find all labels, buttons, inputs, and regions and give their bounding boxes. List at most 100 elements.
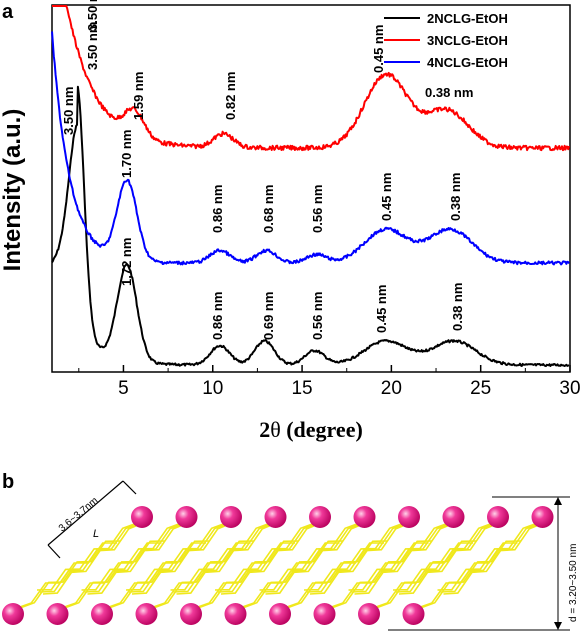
annotation-blue-7: 0.38 nm bbox=[448, 173, 463, 221]
length-bracket-end-left bbox=[47, 544, 61, 559]
alkyl-chain bbox=[42, 522, 144, 595]
annotation-black-5: 0.56 nm bbox=[310, 292, 325, 340]
panel-b-label: b bbox=[2, 471, 14, 493]
alkyl-chain bbox=[303, 522, 405, 591]
annotation-red-2: 1.59 nm bbox=[131, 72, 146, 120]
legend-label-black: 2NCLG-EtOH bbox=[427, 11, 508, 26]
alkyl-chain bbox=[242, 540, 343, 609]
alkyl-chain bbox=[125, 522, 227, 591]
alkyl-chain bbox=[239, 542, 340, 609]
head-groups bbox=[2, 506, 554, 625]
x-tick-label: 10 bbox=[202, 378, 223, 399]
series-line-black bbox=[51, 85, 570, 368]
alkyl-chain bbox=[197, 540, 299, 609]
head-group-sphere bbox=[180, 603, 202, 625]
alkyl-chain bbox=[220, 522, 322, 595]
head-group-sphere bbox=[402, 603, 425, 625]
plot-area: 5 10 15 20 25 30 bbox=[51, 4, 581, 399]
annotation-blue-5: 0.56 nm bbox=[310, 185, 325, 233]
alkyl-chain bbox=[331, 540, 432, 609]
head-group-sphere bbox=[353, 506, 376, 528]
x-tick-label: 15 bbox=[291, 378, 312, 399]
alkyl-chain bbox=[283, 542, 384, 609]
alkyl-chain bbox=[328, 542, 429, 609]
lamellar-schematic: 3.6~3.7nm L d = 3.20~3.50 nm bbox=[2, 480, 579, 631]
x-tick-label: 5 bbox=[118, 378, 129, 399]
alkyl-chain bbox=[64, 540, 165, 609]
alkyl-chain bbox=[36, 522, 138, 591]
annotation-black-7: 0.38 nm bbox=[450, 283, 465, 331]
annotation-blue-6: 0.45 nm bbox=[379, 173, 394, 221]
head-group-sphere bbox=[91, 603, 113, 625]
annotations-blue: 3.50 nm 1.70 nm 0.86 nm 0.68 nm 0.56 nm … bbox=[85, 0, 463, 233]
alkyl-chain bbox=[108, 540, 210, 609]
alkyl-chain bbox=[61, 542, 162, 609]
annotation-blue-2: 1.70 nm bbox=[119, 130, 134, 178]
alkyl-chain bbox=[170, 522, 271, 591]
annotation-black-1: 3.50 nm bbox=[61, 87, 76, 135]
annotation-black-6: 0.45 nm bbox=[374, 285, 389, 333]
alkyl-chain bbox=[398, 522, 500, 595]
x-tick-label: 30 bbox=[559, 378, 580, 399]
head-group-sphere bbox=[220, 506, 242, 528]
head-group-sphere bbox=[313, 603, 336, 625]
alkyl-chain bbox=[265, 522, 366, 595]
head-group-sphere bbox=[2, 603, 24, 625]
legend-label-blue: 4NCLG-EtOH bbox=[427, 55, 508, 70]
d-arrow-top bbox=[554, 497, 562, 505]
head-group-sphere bbox=[487, 506, 509, 528]
alkyl-chain bbox=[176, 522, 277, 595]
legend: 2NCLG-EtOH 3NCLG-EtOH 4NCLG-EtOH bbox=[384, 11, 508, 70]
d-spacing-label: d = 3.20~3.50 nm bbox=[568, 544, 579, 622]
alkyl-chain bbox=[19, 540, 121, 609]
legend-label-red: 3NCLG-EtOH bbox=[427, 33, 508, 48]
head-group-sphere bbox=[264, 506, 287, 528]
alkyl-chain bbox=[87, 522, 188, 595]
x-axis-label-number: 2 bbox=[259, 417, 270, 442]
head-group-sphere bbox=[358, 603, 380, 625]
head-group-sphere bbox=[224, 603, 247, 625]
alkyl-chain bbox=[214, 522, 316, 591]
annotation-black-2: 1.72 nm bbox=[119, 238, 134, 286]
series-line-blue bbox=[51, 31, 570, 266]
alkyl-chain bbox=[16, 542, 117, 609]
annotation-black-3: 0.86 nm bbox=[210, 292, 225, 340]
alkyl-chain bbox=[437, 522, 538, 591]
alkyl-chain bbox=[105, 542, 206, 609]
head-group-sphere bbox=[398, 506, 420, 528]
plot-frame bbox=[51, 4, 571, 373]
alkyl-chain bbox=[354, 522, 455, 595]
x-axis-label-unit: (degree) bbox=[281, 417, 363, 442]
series-line-red bbox=[51, 5, 571, 152]
head-group-sphere bbox=[269, 603, 291, 625]
annotation-red-4: 0.45 nm bbox=[371, 25, 386, 73]
x-tick-label: 25 bbox=[470, 378, 491, 399]
head-group-sphere bbox=[131, 506, 153, 528]
annotation-blue-3: 0.86 nm bbox=[210, 185, 225, 233]
annotation-red-5: 0.38 nm bbox=[425, 85, 473, 100]
head-group-sphere bbox=[442, 506, 465, 528]
series-layer bbox=[51, 5, 571, 368]
length-bracket-line bbox=[47, 480, 124, 546]
panel-a-label: a bbox=[2, 1, 14, 23]
alkyl-chain bbox=[309, 522, 411, 595]
alkyl-chain bbox=[81, 522, 182, 591]
alkyl-chain bbox=[372, 542, 473, 609]
alkyl-chain bbox=[259, 522, 360, 591]
length-bracket-end-right bbox=[122, 480, 137, 495]
annotation-red-1: 3.50 nm bbox=[85, 22, 100, 70]
d-arrow-bottom bbox=[554, 622, 562, 630]
alkyl-chain bbox=[392, 522, 494, 591]
annotation-black-4: 0.69 nm bbox=[261, 292, 276, 340]
alkyl-chain bbox=[153, 540, 254, 609]
x-axis-label-theta: θ bbox=[270, 417, 281, 442]
length-symbol: L bbox=[93, 528, 99, 540]
x-axis-label: 2θ (degree) bbox=[259, 417, 363, 442]
annotation-red-3: 0.82 nm bbox=[223, 72, 238, 120]
alkyl-chain bbox=[150, 542, 251, 609]
annotation-blue-4: 0.68 nm bbox=[261, 185, 276, 233]
x-axis-ticks: 5 10 15 20 25 30 bbox=[78, 365, 581, 399]
y-axis-label: Intensity (a.u.) bbox=[0, 109, 26, 272]
alkyl-chain bbox=[443, 522, 544, 595]
